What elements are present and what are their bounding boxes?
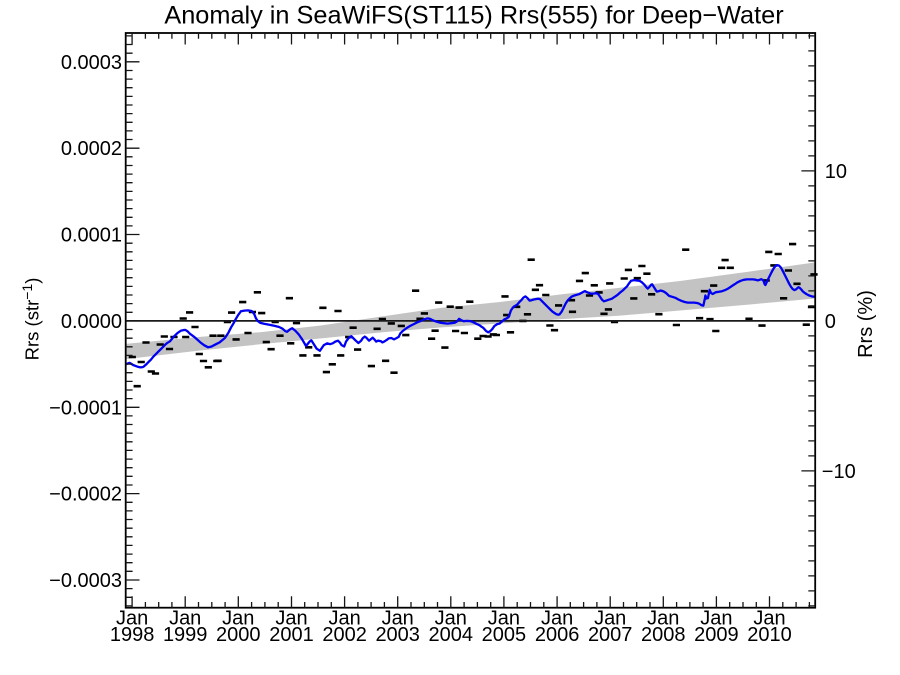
svg-text:Jan: Jan bbox=[328, 608, 360, 630]
svg-text:Rrs (%): Rrs (%) bbox=[855, 290, 877, 358]
svg-text:−0.0003: −0.0003 bbox=[49, 570, 122, 592]
svg-text:2009: 2009 bbox=[694, 624, 739, 646]
svg-text:0.0003: 0.0003 bbox=[61, 52, 122, 74]
svg-text:−0.0001: −0.0001 bbox=[49, 397, 122, 419]
svg-text:−10: −10 bbox=[822, 461, 856, 483]
svg-text:0.0002: 0.0002 bbox=[61, 138, 122, 160]
svg-text:2008: 2008 bbox=[641, 624, 686, 646]
svg-text:Jan: Jan bbox=[382, 608, 414, 630]
svg-text:2004: 2004 bbox=[429, 624, 474, 646]
svg-text:2000: 2000 bbox=[216, 624, 261, 646]
svg-text:2007: 2007 bbox=[588, 624, 633, 646]
svg-text:Jan: Jan bbox=[488, 608, 520, 630]
svg-text:Jan: Jan bbox=[647, 608, 679, 630]
svg-text:2003: 2003 bbox=[375, 624, 420, 646]
svg-text:Jan: Jan bbox=[116, 608, 148, 630]
svg-text:2005: 2005 bbox=[482, 624, 527, 646]
svg-text:Jan: Jan bbox=[753, 608, 785, 630]
svg-text:0.0001: 0.0001 bbox=[61, 225, 122, 247]
svg-text:Jan: Jan bbox=[594, 608, 626, 630]
svg-text:Jan: Jan bbox=[541, 608, 573, 630]
svg-text:Jan: Jan bbox=[700, 608, 732, 630]
svg-text:1999: 1999 bbox=[163, 624, 208, 646]
svg-text:2006: 2006 bbox=[535, 624, 580, 646]
svg-text:2010: 2010 bbox=[747, 624, 792, 646]
svg-text:Anomaly in SeaWiFS(ST115) Rrs(: Anomaly in SeaWiFS(ST115) Rrs(555) for D… bbox=[164, 1, 783, 29]
svg-text:2002: 2002 bbox=[322, 624, 367, 646]
svg-text:Jan: Jan bbox=[222, 608, 254, 630]
svg-text:10: 10 bbox=[825, 161, 847, 183]
svg-text:1998: 1998 bbox=[110, 624, 155, 646]
svg-text:Jan: Jan bbox=[435, 608, 467, 630]
svg-text:Jan: Jan bbox=[169, 608, 201, 630]
svg-text:0.0000: 0.0000 bbox=[61, 311, 122, 333]
svg-text:2001: 2001 bbox=[269, 624, 314, 646]
svg-text:Jan: Jan bbox=[275, 608, 307, 630]
svg-text:0: 0 bbox=[825, 311, 836, 333]
svg-text:−0.0002: −0.0002 bbox=[49, 484, 122, 506]
